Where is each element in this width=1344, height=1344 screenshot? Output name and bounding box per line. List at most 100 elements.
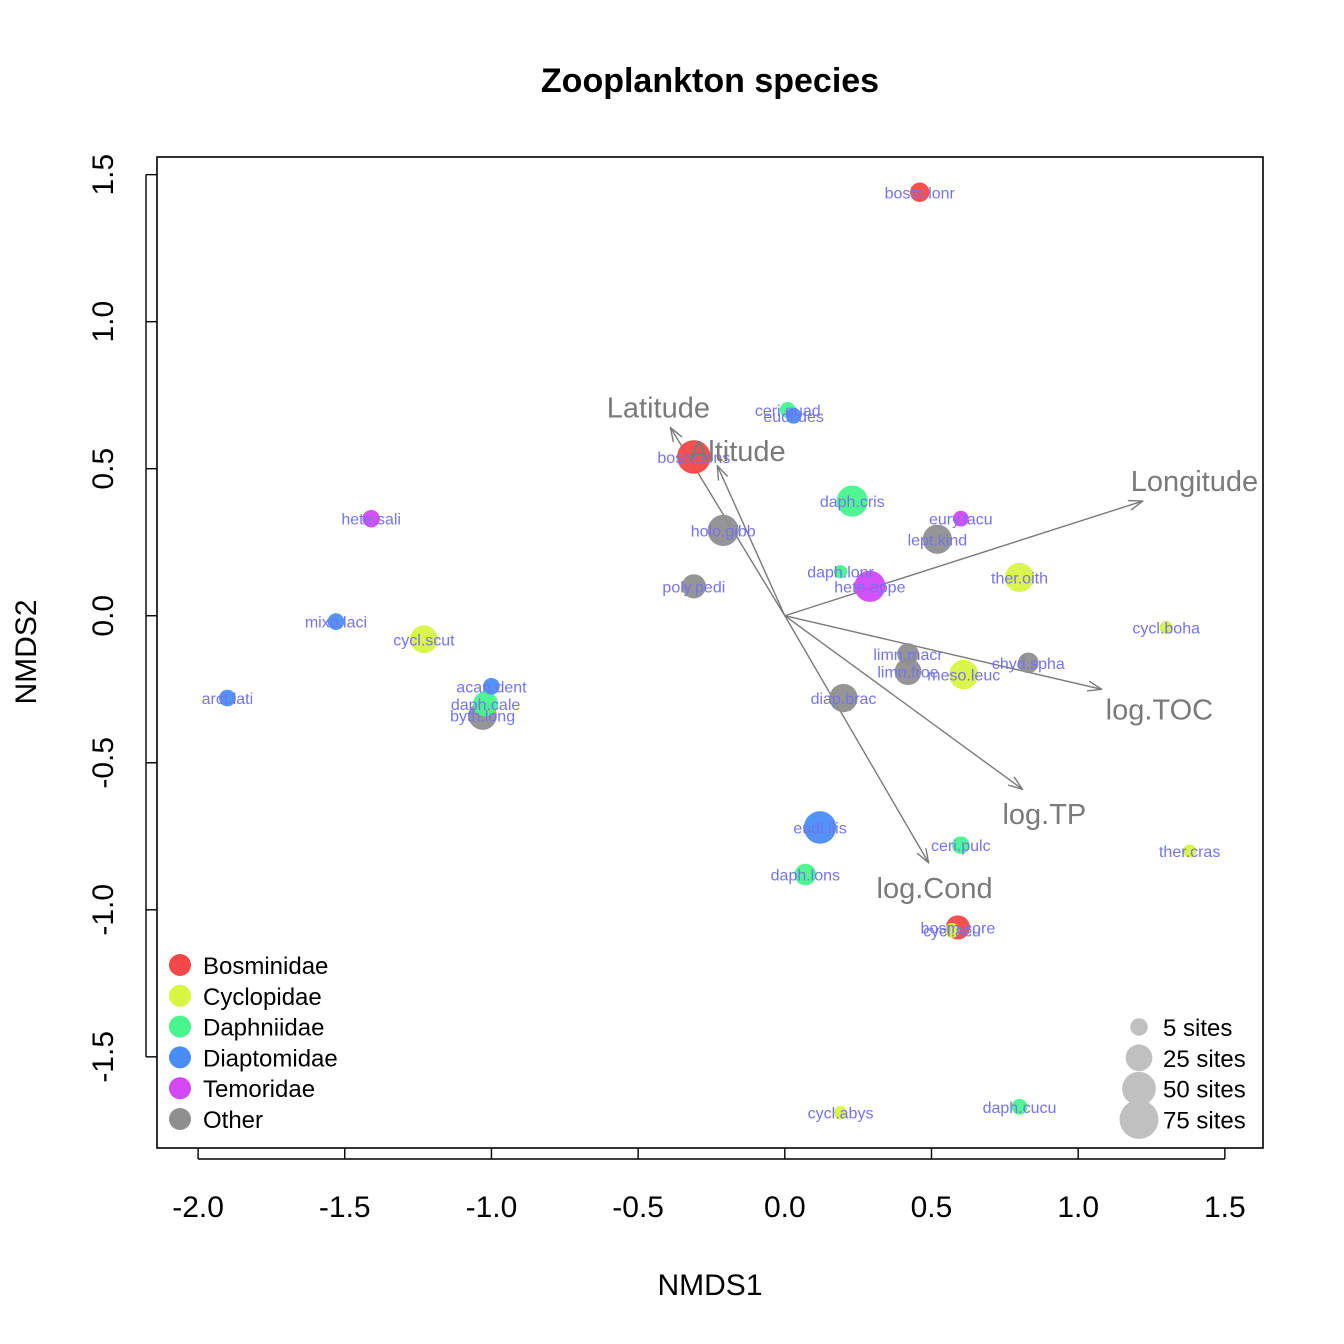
legend-size-swatch (1130, 1018, 1148, 1036)
species-point (785, 407, 802, 424)
species-label: ther.cras (1159, 844, 1220, 861)
legend-family-label: Diaptomidae (203, 1045, 338, 1072)
species-label: daph.cris (820, 494, 885, 511)
y-tick-label: -0.5 (87, 737, 120, 789)
species-point (1011, 1098, 1028, 1115)
size-legend: 5 sites 25 sites 50 sites 75 sites (1119, 1015, 1246, 1139)
species-point (219, 689, 236, 707)
species-label: cycl.abys (808, 1106, 874, 1123)
vector-label: Altitude (689, 436, 786, 468)
vector-label: Latitude (607, 393, 710, 425)
legend-family-swatch (169, 1046, 191, 1069)
species-label: ther.oith (991, 571, 1048, 588)
y-tick-label: 1.5 (87, 154, 120, 196)
legend-family-label: Temoridae (203, 1076, 315, 1103)
species-point (944, 923, 960, 938)
legend-family-swatch (169, 1015, 191, 1038)
species-point (677, 440, 711, 474)
x-tick-label: 1.0 (1057, 1191, 1099, 1224)
species-label: bosm.core (921, 920, 996, 937)
species-point (1018, 652, 1039, 674)
x-tick-label: -0.5 (612, 1191, 664, 1224)
species-label: meso.leuc (927, 668, 1000, 685)
legend-family-label: Other (203, 1107, 263, 1134)
legend-family-swatch (169, 954, 191, 976)
species-label: hete.appe (834, 579, 905, 596)
family-legend: Bosminidae Cyclopidae Daphniidae Diaptomida… (169, 953, 338, 1134)
species-point (681, 574, 706, 599)
species-label: daph.cale (451, 697, 520, 714)
species-point (410, 625, 438, 654)
species-label: mixo.laci (305, 615, 367, 632)
legend-size-label: 75 sites (1163, 1107, 1246, 1134)
species-point (836, 485, 868, 517)
species-label: eury.lacu (929, 512, 993, 529)
legend-family-label: Cyclopidae (203, 984, 322, 1011)
species-point (1004, 562, 1035, 593)
species-label: lept.kind (908, 532, 968, 549)
legend-family-label: Bosminidae (203, 953, 328, 980)
species-point (833, 564, 848, 579)
species-point (952, 510, 969, 527)
legend-size-swatch (1122, 1071, 1156, 1106)
species-label: bosm.lons (657, 450, 730, 467)
legend-family-swatch (169, 1108, 191, 1130)
legend-size-label: 5 sites (1163, 1015, 1232, 1042)
species-point (1182, 844, 1197, 858)
legend-size-label: 25 sites (1163, 1046, 1246, 1073)
x-tick-label: 1.5 (1204, 1191, 1246, 1224)
species-point (910, 182, 930, 203)
x-tick-label: 0.0 (764, 1191, 806, 1224)
plot-frame (156, 156, 1264, 1149)
vector-arrow (717, 466, 786, 617)
species-label: cycl.acu (923, 923, 981, 940)
species-point (473, 691, 499, 717)
vector-arrow (784, 615, 1023, 789)
species-label: arct.lati (202, 691, 254, 708)
vector-labels: Latitude Altitude Longitude log.TOC log.TP lo… (607, 393, 1258, 905)
species-label: ceri.pulc (931, 838, 991, 855)
species-label: hete.sali (341, 512, 401, 529)
legend-family-label: Daphniidae (203, 1015, 324, 1042)
species-point (922, 524, 952, 554)
vector-label: log.TOC (1106, 694, 1213, 726)
species-point (327, 613, 345, 630)
y-tick-label: 0.5 (87, 448, 120, 490)
x-tick-label: 0.5 (911, 1191, 953, 1224)
y-tick-label: -1.0 (87, 884, 120, 936)
x-axis-label: NMDS1 (657, 1269, 762, 1302)
species-points (219, 182, 1197, 1120)
species-label: daph.cucu (983, 1100, 1057, 1117)
y-tick-label: 1.0 (87, 301, 120, 343)
species-label: eudi.ilis (793, 820, 846, 837)
species-label: poly.pedi (662, 579, 725, 596)
species-point (707, 514, 739, 547)
legend-size-swatch (1125, 1044, 1153, 1072)
y-tick-label: 0.0 (87, 595, 120, 637)
species-point (894, 658, 922, 685)
vector-arrow (784, 615, 929, 863)
species-point (949, 659, 979, 690)
y-axis-label: NMDS2 (10, 599, 43, 704)
species-point (829, 683, 858, 713)
species-point (1159, 620, 1173, 635)
species-label: eudi.des (763, 409, 824, 426)
legend-family-swatch (169, 1077, 191, 1100)
x-tick-label: -1.5 (319, 1191, 371, 1224)
y-tick-label: -1.5 (87, 1031, 120, 1083)
legend-size-label: 50 sites (1163, 1077, 1246, 1104)
legend-family-swatch (169, 984, 191, 1007)
species-label: daph.lonr (807, 565, 874, 582)
species-label: ceri.quad (755, 403, 821, 420)
species-label: bosm.lonr (885, 185, 956, 202)
legend-size-swatch (1119, 1099, 1159, 1139)
species-labels: bosm.lonr bosm.lons bosm.core cycl.scut ther… (202, 185, 1221, 1122)
species-point (854, 570, 886, 602)
chart-title: Zooplankton species (541, 62, 879, 100)
species-label: limn.macr (873, 647, 943, 664)
species-label: byth.long (450, 709, 515, 726)
axes: -2.0 -1.5 -1.0 -0.5 0.0 0.5 1.0 1.5 -1.5 -1.0 -0.5… (87, 154, 1264, 1224)
vector-arrow (784, 615, 1102, 690)
species-point (952, 836, 970, 854)
